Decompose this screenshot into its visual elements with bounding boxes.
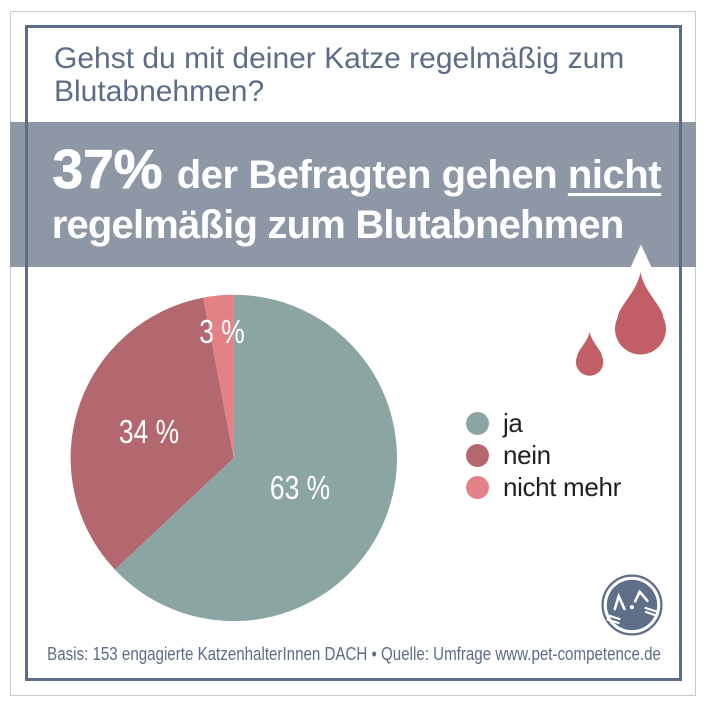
stat-percentage: 37% [52,137,163,200]
inner-frame-border [25,25,682,681]
legend-item-nicht-mehr: nicht mehr [466,471,621,503]
pie-label-nicht-mehr: 3 % [198,312,245,350]
legend-dot-nein [466,443,489,467]
legend-item-ja: ja [466,407,621,439]
banner-statement-line-2: regelmäßig zum Blutabnehmen [51,202,625,247]
chart-legend: ja nein nicht mehr [466,407,621,503]
question-line-2: Blutabnehmen? [54,75,265,109]
question-title: Gehst du mit deiner Katze regelmäßig zum… [54,42,624,109]
pie-label-ja: 63 % [270,469,331,507]
highlight-banner [10,122,696,267]
post-boundary [10,11,696,696]
legend-label-ja: ja [503,407,523,438]
legend-dot-ja [466,411,489,435]
question-line-1: Gehst du mit deiner Katze regelmäßig zum [54,42,625,75]
source-note: Basis: 153 engagierte KatzenhalterInnen … [46,644,661,664]
pie-label-nein: 34 % [118,412,179,450]
legend-item-nein: nein [466,439,621,471]
legend-dot-nicht-mehr [466,475,489,499]
legend-label-nein: nein [503,439,551,470]
banner-line1-rest: der Befragten gehen [166,152,568,197]
banner-highlight-word: nicht [567,152,662,197]
legend-label-nicht-mehr: nicht mehr [503,471,621,502]
banner-statement-line-1: 37% der Befragten gehen nicht [52,141,662,211]
